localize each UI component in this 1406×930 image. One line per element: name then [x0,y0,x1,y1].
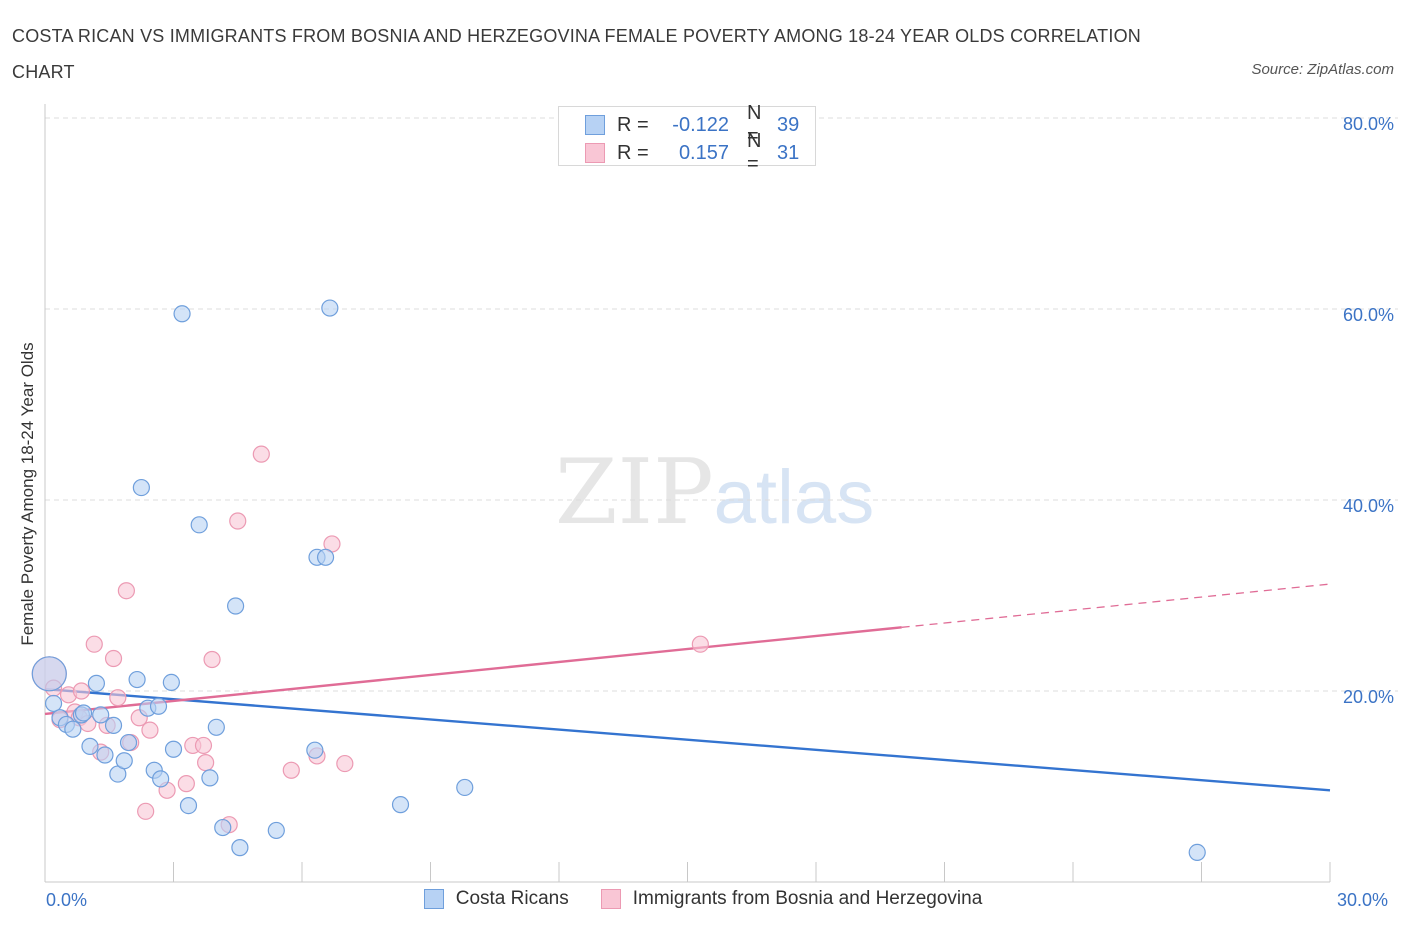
point-costa-ricans [227,597,245,615]
point-costa-ricans [179,796,198,815]
point-bosnia [141,721,159,739]
point-costa-ricans [74,704,93,722]
y-axis-label: Female Poverty Among 18-24 Year Olds [18,342,37,646]
point-costa-ricans [207,718,225,736]
point-costa-ricans [132,478,150,497]
grid-lines [45,117,1398,692]
point-costa-ricans [92,706,110,724]
point-costa-ricans [115,752,133,770]
y-tick-label: 80.0% [1342,114,1394,134]
legend-r-value: -0.122 [672,113,729,136]
point-costa-ricans [201,769,219,787]
chart-title: COSTA RICAN VS IMMIGRANTS FROM BOSNIA AN… [12,26,1141,82]
legend-label-costa-ricans: Costa Ricans [455,888,569,909]
watermark: ZIPatlas [555,440,874,545]
point-costa-ricans [321,299,339,317]
legend-r-value: 0.157 [678,141,729,164]
y-tick-label: 20.0% [1342,687,1394,707]
correlation-legend: R = -0.122 N = 39 R = 0.157 N = 31 [558,102,817,175]
point-bosnia [282,761,300,779]
trend-line-bosnia [44,626,902,716]
point-bosnia [109,689,127,707]
point-costa-ricans [267,821,285,840]
point-costa-ricans [152,770,170,788]
point-costa-ricans [456,778,474,797]
point-costa-ricans [87,674,106,692]
point-bosnia [104,649,123,668]
point-bosnia [197,754,215,772]
point-bosnia [117,582,135,600]
point-bosnia [177,775,195,793]
point-costa-ricans [104,716,123,734]
watermark-zip: ZIP [555,440,714,545]
point-costa-ricans [231,839,249,857]
point-bosnia [229,512,247,530]
legend-swatch-costa-ricans [585,115,605,135]
point-bosnia [72,682,91,700]
legend-n-label: N = [747,130,762,175]
point-costa-ricans [306,741,324,759]
point-costa-ricans [44,694,63,713]
point-costa-ricans [162,673,180,692]
axes [44,104,1331,883]
legend-item-costa-ricans[interactable]: Costa Ricans [423,888,569,910]
point-bosnia [691,635,709,653]
point-bosnia [137,802,155,820]
point-costa-ricans [214,818,232,837]
legend-n-label: N = [747,102,762,147]
point-costa-ricans [96,746,114,764]
point-costa-ricans [316,548,335,566]
point-bosnia [194,736,213,755]
point-costa-ricans [128,670,146,689]
trend-lines [44,583,1331,792]
x-tick-label-max: 30.0% [1337,890,1389,910]
legend-row-costa-ricans: R = -0.122 N = 39 [585,102,817,147]
data-points [31,299,1206,861]
point-costa-ricans [391,796,410,814]
point-costa-ricans [173,305,191,323]
legend-swatch-costa-ricans [423,889,444,909]
y-tick-label: 60.0% [1342,305,1394,325]
legend-n-value: 31 [777,141,800,164]
point-costa-ricans [81,737,99,755]
point-bosnia [336,754,354,773]
point-costa-ricans [31,656,67,692]
series-legend: Costa Ricans Immigrants from Bosnia and … [0,888,1406,910]
point-bosnia [85,635,103,653]
point-bosnia [252,445,270,463]
legend-r-label: R = [617,113,649,136]
source-label: Source: ZipAtlas.com [1251,61,1394,78]
trend-line-extension-bosnia [901,583,1331,628]
legend-label-bosnia: Immigrants from Bosnia and Herzegovina [632,888,983,909]
point-costa-ricans [64,720,82,738]
legend-item-bosnia[interactable]: Immigrants from Bosnia and Herzegovina [600,888,983,910]
watermark-atlas: atlas [713,455,875,540]
legend-r-label: R = [617,141,649,164]
legend-swatch-bosnia [585,143,605,163]
point-costa-ricans [119,733,138,752]
point-costa-ricans [164,740,183,758]
legend-row-bosnia: R = 0.157 N = 31 [585,130,817,175]
point-costa-ricans [190,516,208,534]
legend-n-value: 39 [777,113,800,136]
y-tick-label: 40.0% [1342,496,1394,516]
legend-swatch-bosnia [600,889,621,909]
point-costa-ricans [149,697,168,715]
point-costa-ricans [1188,843,1206,861]
trend-line-costa-ricans [44,687,1331,792]
x-tick-label-min: 0.0% [46,890,88,910]
point-bosnia [203,650,221,669]
